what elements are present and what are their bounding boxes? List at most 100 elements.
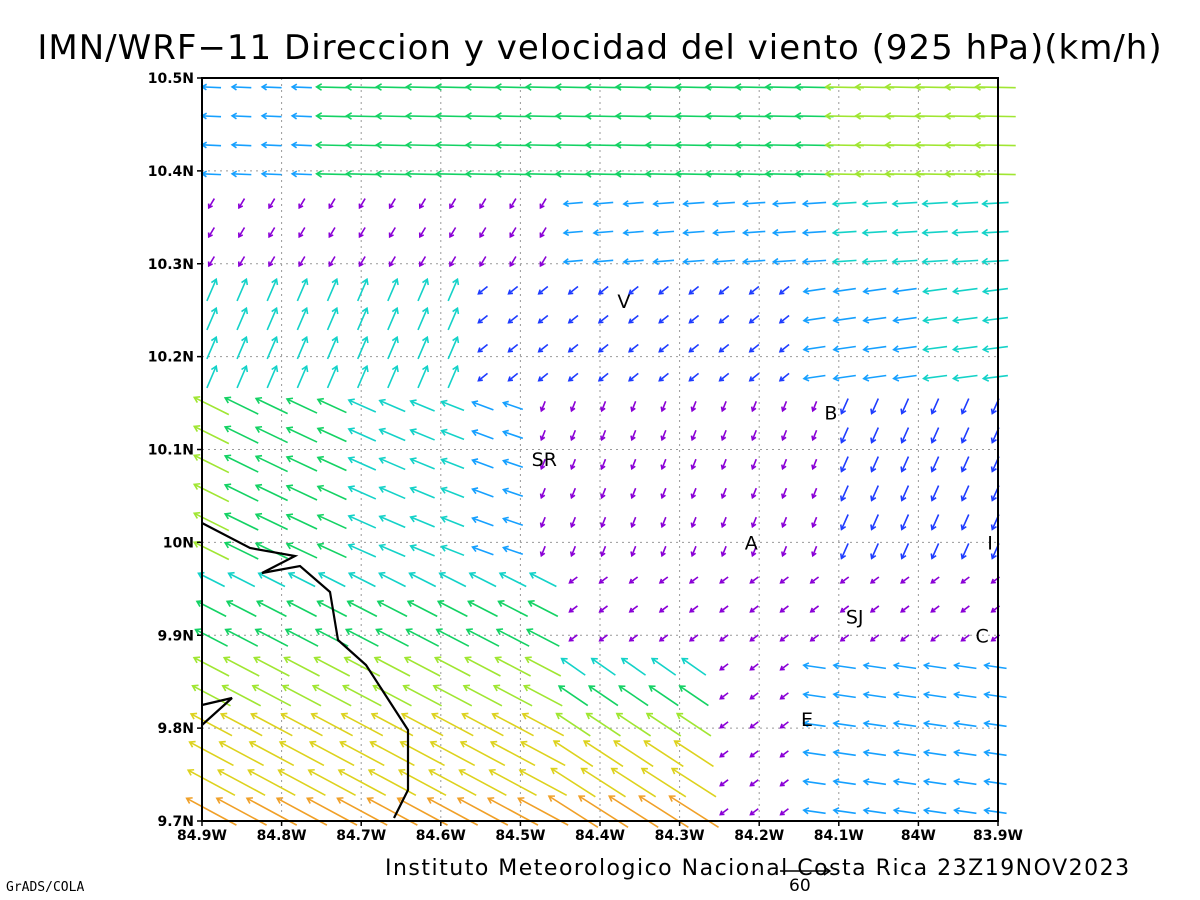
wind-arrow-head <box>719 781 725 787</box>
wind-arrow-head <box>618 685 626 692</box>
wind-arrow-head <box>554 141 562 149</box>
wind-arrow-head <box>577 795 586 802</box>
wind-arrow-head <box>648 685 656 692</box>
wind-arrow-head <box>281 684 290 692</box>
wind-arrow-head <box>960 408 967 415</box>
wind-arrow-head <box>869 607 876 613</box>
wind-arrow <box>741 199 766 208</box>
wind-arrow-head <box>525 628 534 636</box>
wind-arrow-head <box>283 656 291 664</box>
wind-arrow-head <box>399 740 407 748</box>
wind-arrow-head <box>922 287 930 295</box>
wind-arrow <box>658 343 669 353</box>
wind-arrow-head <box>418 261 425 268</box>
wind-arrow <box>832 287 856 295</box>
wind-arrow-head <box>870 495 877 502</box>
wind-arrow-shaft <box>538 372 549 382</box>
wind-arrow <box>567 285 579 295</box>
wind-arrow-shaft <box>870 605 880 613</box>
wind-arrow-shaft <box>379 399 406 413</box>
wind-arrow <box>404 170 439 178</box>
wind-arrow-shaft <box>689 605 699 613</box>
wind-arrow <box>471 400 494 411</box>
wind-arrow-shaft <box>661 429 667 441</box>
wind-arrow-head <box>191 684 199 692</box>
wind-arrow-shaft <box>266 278 278 302</box>
wind-arrow <box>869 576 880 584</box>
wind-arrow-shaft <box>472 517 494 527</box>
wind-arrow-shaft <box>187 769 236 796</box>
wind-arrow <box>748 372 760 382</box>
wind-arrow <box>207 198 216 210</box>
wind-arrow-shaft <box>410 429 435 441</box>
wind-arrow <box>720 429 727 442</box>
wind-arrow <box>688 285 700 295</box>
wind-arrow-head <box>358 261 364 268</box>
wind-arrow <box>316 455 347 472</box>
city-label: B <box>824 402 837 424</box>
wind-arrow <box>719 663 729 671</box>
wind-arrow <box>809 605 820 613</box>
wind-arrow-shaft <box>863 345 887 351</box>
coastline-gulf <box>201 696 233 726</box>
wind-arrow-shaft <box>586 86 622 89</box>
wind-arrow-shaft <box>773 230 796 234</box>
wind-arrow-head <box>652 258 659 266</box>
wind-arrow <box>779 692 789 700</box>
wind-arrow-head <box>434 112 442 120</box>
wind-arrow-head <box>254 425 263 433</box>
wind-arrow-shaft <box>238 256 246 267</box>
wind-arrow-shaft <box>961 634 970 642</box>
wind-arrow <box>832 807 856 815</box>
wind-arrow <box>358 227 366 239</box>
wind-arrow <box>326 306 339 331</box>
wind-arrow-shaft <box>623 230 644 234</box>
wind-arrow-head <box>720 435 727 442</box>
wind-arrow-head <box>891 228 899 237</box>
wind-arrow <box>459 740 506 767</box>
wind-arrow <box>900 514 910 531</box>
wind-arrow-head <box>749 665 755 671</box>
wind-arrow <box>720 516 727 529</box>
wind-arrow <box>449 227 457 239</box>
wind-arrow <box>628 576 639 584</box>
wind-arrow-shaft <box>192 685 231 707</box>
wind-arrow <box>568 576 578 584</box>
wind-arrow-head <box>861 257 869 266</box>
wind-arrow-head <box>310 712 318 720</box>
wind-arrow-head <box>944 170 952 178</box>
wind-arrow-shaft <box>509 227 517 238</box>
wind-arrow-shaft <box>833 259 857 263</box>
wind-arrow <box>779 605 789 613</box>
wind-arrow <box>613 740 654 768</box>
wind-arrow-head <box>900 466 907 473</box>
wind-arrow <box>983 807 1007 815</box>
wind-arrow-head <box>347 398 355 406</box>
wind-arrow-shaft <box>586 115 622 118</box>
wind-arrow <box>741 257 766 266</box>
wind-arrow-head <box>778 318 785 324</box>
wind-arrow-shaft <box>224 455 259 473</box>
wind-arrow-head <box>464 170 472 178</box>
wind-arrow-head <box>779 781 785 787</box>
wind-arrow-head <box>870 437 877 444</box>
wind-arrow <box>461 712 504 737</box>
wind-arrow-shaft <box>417 336 429 360</box>
wind-arrow-shaft <box>893 345 917 351</box>
wind-arrow <box>930 576 940 584</box>
wind-arrow <box>539 400 546 413</box>
wind-arrow-shaft <box>348 572 376 588</box>
wind-arrow-head <box>254 396 263 404</box>
wind-arrow-head <box>674 83 682 91</box>
wind-arrow <box>479 198 487 210</box>
wind-arrow <box>247 768 296 796</box>
wind-arrow-head <box>230 112 238 120</box>
wind-arrow-shaft <box>376 173 409 176</box>
wind-arrow-head <box>436 600 445 607</box>
wind-arrow <box>892 287 917 295</box>
wind-arrow <box>373 656 411 677</box>
wind-arrow-shaft <box>952 201 979 205</box>
wind-arrow-head <box>960 524 967 531</box>
wind-arrow <box>539 256 547 268</box>
wind-arrow-shaft <box>318 572 346 588</box>
